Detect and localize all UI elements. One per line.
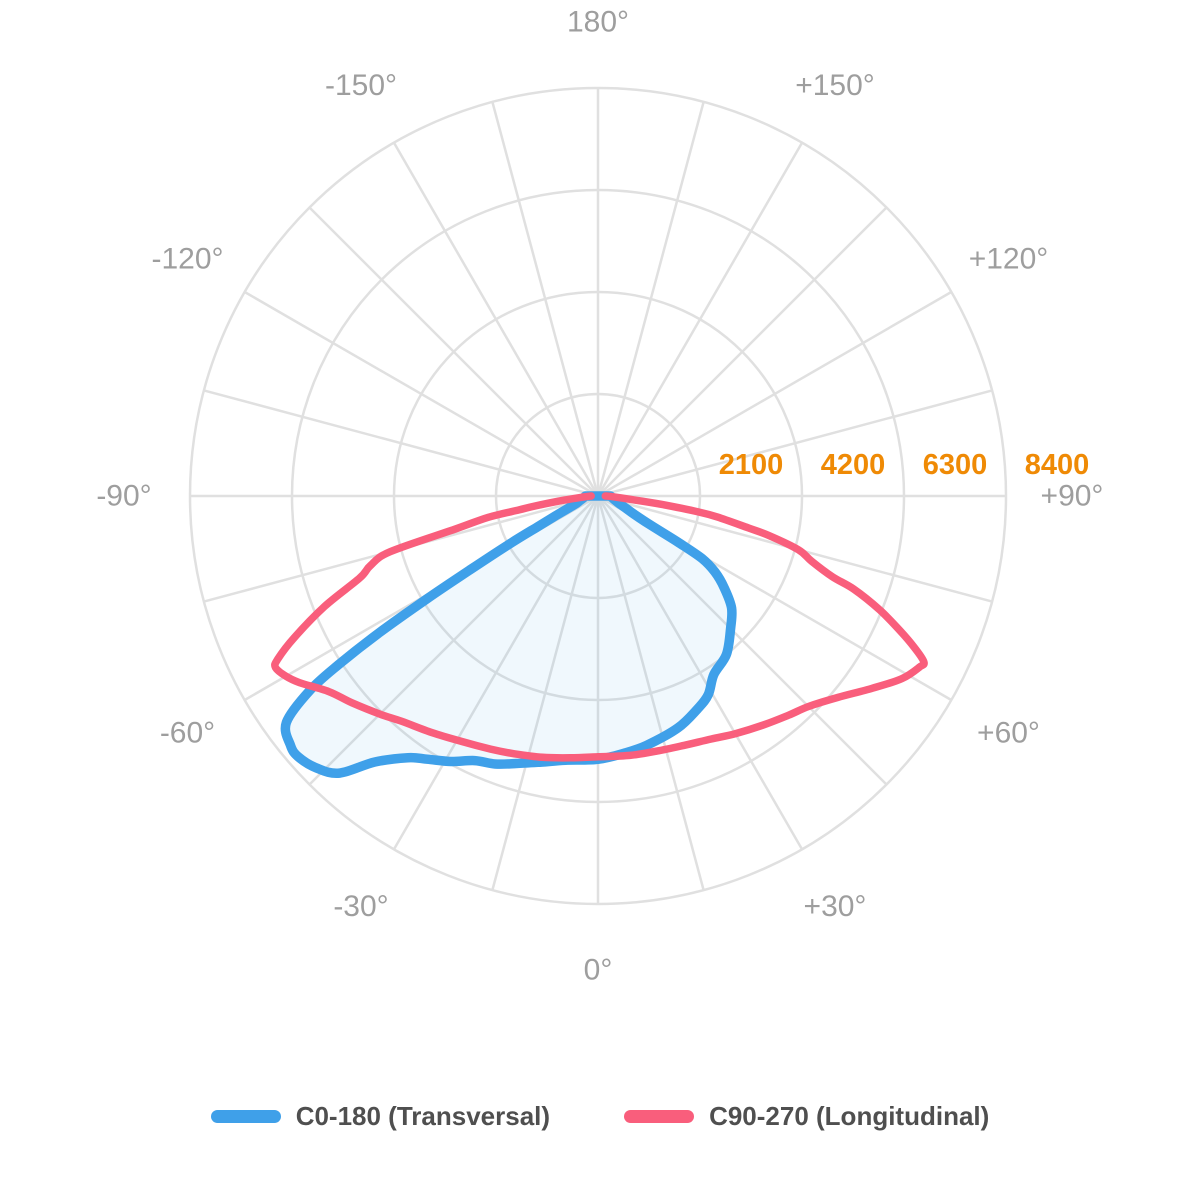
polar-plot-area: 180° +150° +120° +90° +60° +30° 0° -30° -60° -90°… <box>96 6 1104 987</box>
grid-spoke-120deg <box>597 290 952 498</box>
grid-spoke-45deg <box>597 495 888 786</box>
radial-tick-label-6300: 6300 <box>923 449 988 481</box>
grid-spoke-30deg <box>596 495 804 850</box>
angle-tick-label--120: -120° <box>151 243 223 276</box>
angle-tick-label-60: +60° <box>977 717 1040 750</box>
angle-tick-label-30: +30° <box>804 890 867 923</box>
radial-tick-label-8400: 8400 <box>1025 449 1090 481</box>
series-path-c90-270 <box>271 492 928 762</box>
chart-legend: C0-180 (Transversal) C90-270 (Longitudin… <box>0 1101 1200 1132</box>
grid-spoke-240deg <box>244 290 599 498</box>
legend-item-c0-180[interactable]: C0-180 (Transversal) <box>210 1101 551 1132</box>
radial-tick-label-4200: 4200 <box>821 449 886 481</box>
legend-swatch-c0-180 <box>210 1110 281 1123</box>
grid-spoke-225deg <box>308 206 599 497</box>
legend-label-c90-270: C90-270 (Longitudinal) <box>709 1101 990 1131</box>
legend-label-c0-180: C0-180 (Transversal) <box>295 1101 551 1131</box>
angle-tick-label--30: -30° <box>333 890 388 923</box>
radial-tick-label-2100: 2100 <box>719 449 784 481</box>
angle-tick-label-90: +90° <box>1041 480 1104 513</box>
angle-tick-label-180: 180° <box>567 6 629 39</box>
grid-spoke-195deg <box>491 101 600 497</box>
grid-spoke-135deg <box>597 206 888 497</box>
angle-tick-label--90: -90° <box>96 480 151 513</box>
angle-tick-label--150: -150° <box>325 69 397 102</box>
grid-spoke-210deg <box>392 142 600 497</box>
grid-spoke-105deg <box>597 389 993 498</box>
grid-spoke-15deg <box>596 495 705 891</box>
angle-tick-label--60: -60° <box>160 717 215 750</box>
grid-spoke-345deg <box>491 495 600 891</box>
legend-item-c90-270[interactable]: C90-270 (Longitudinal) <box>624 1101 989 1132</box>
legend-swatch-c90-270 <box>624 1110 695 1123</box>
grid-spoke-165deg <box>596 101 705 497</box>
angle-tick-label-120: +120° <box>969 243 1049 276</box>
grid-spoke-255deg <box>203 389 599 498</box>
series-path-c0-180 <box>280 491 737 779</box>
grid-spoke-150deg <box>596 142 804 497</box>
grid-spoke-315deg <box>308 495 599 786</box>
grid-spoke-330deg <box>392 495 600 850</box>
polar-grid <box>188 86 1008 906</box>
angle-tick-label-150: +150° <box>795 69 875 102</box>
angle-tick-label-0: 0° <box>584 954 613 987</box>
